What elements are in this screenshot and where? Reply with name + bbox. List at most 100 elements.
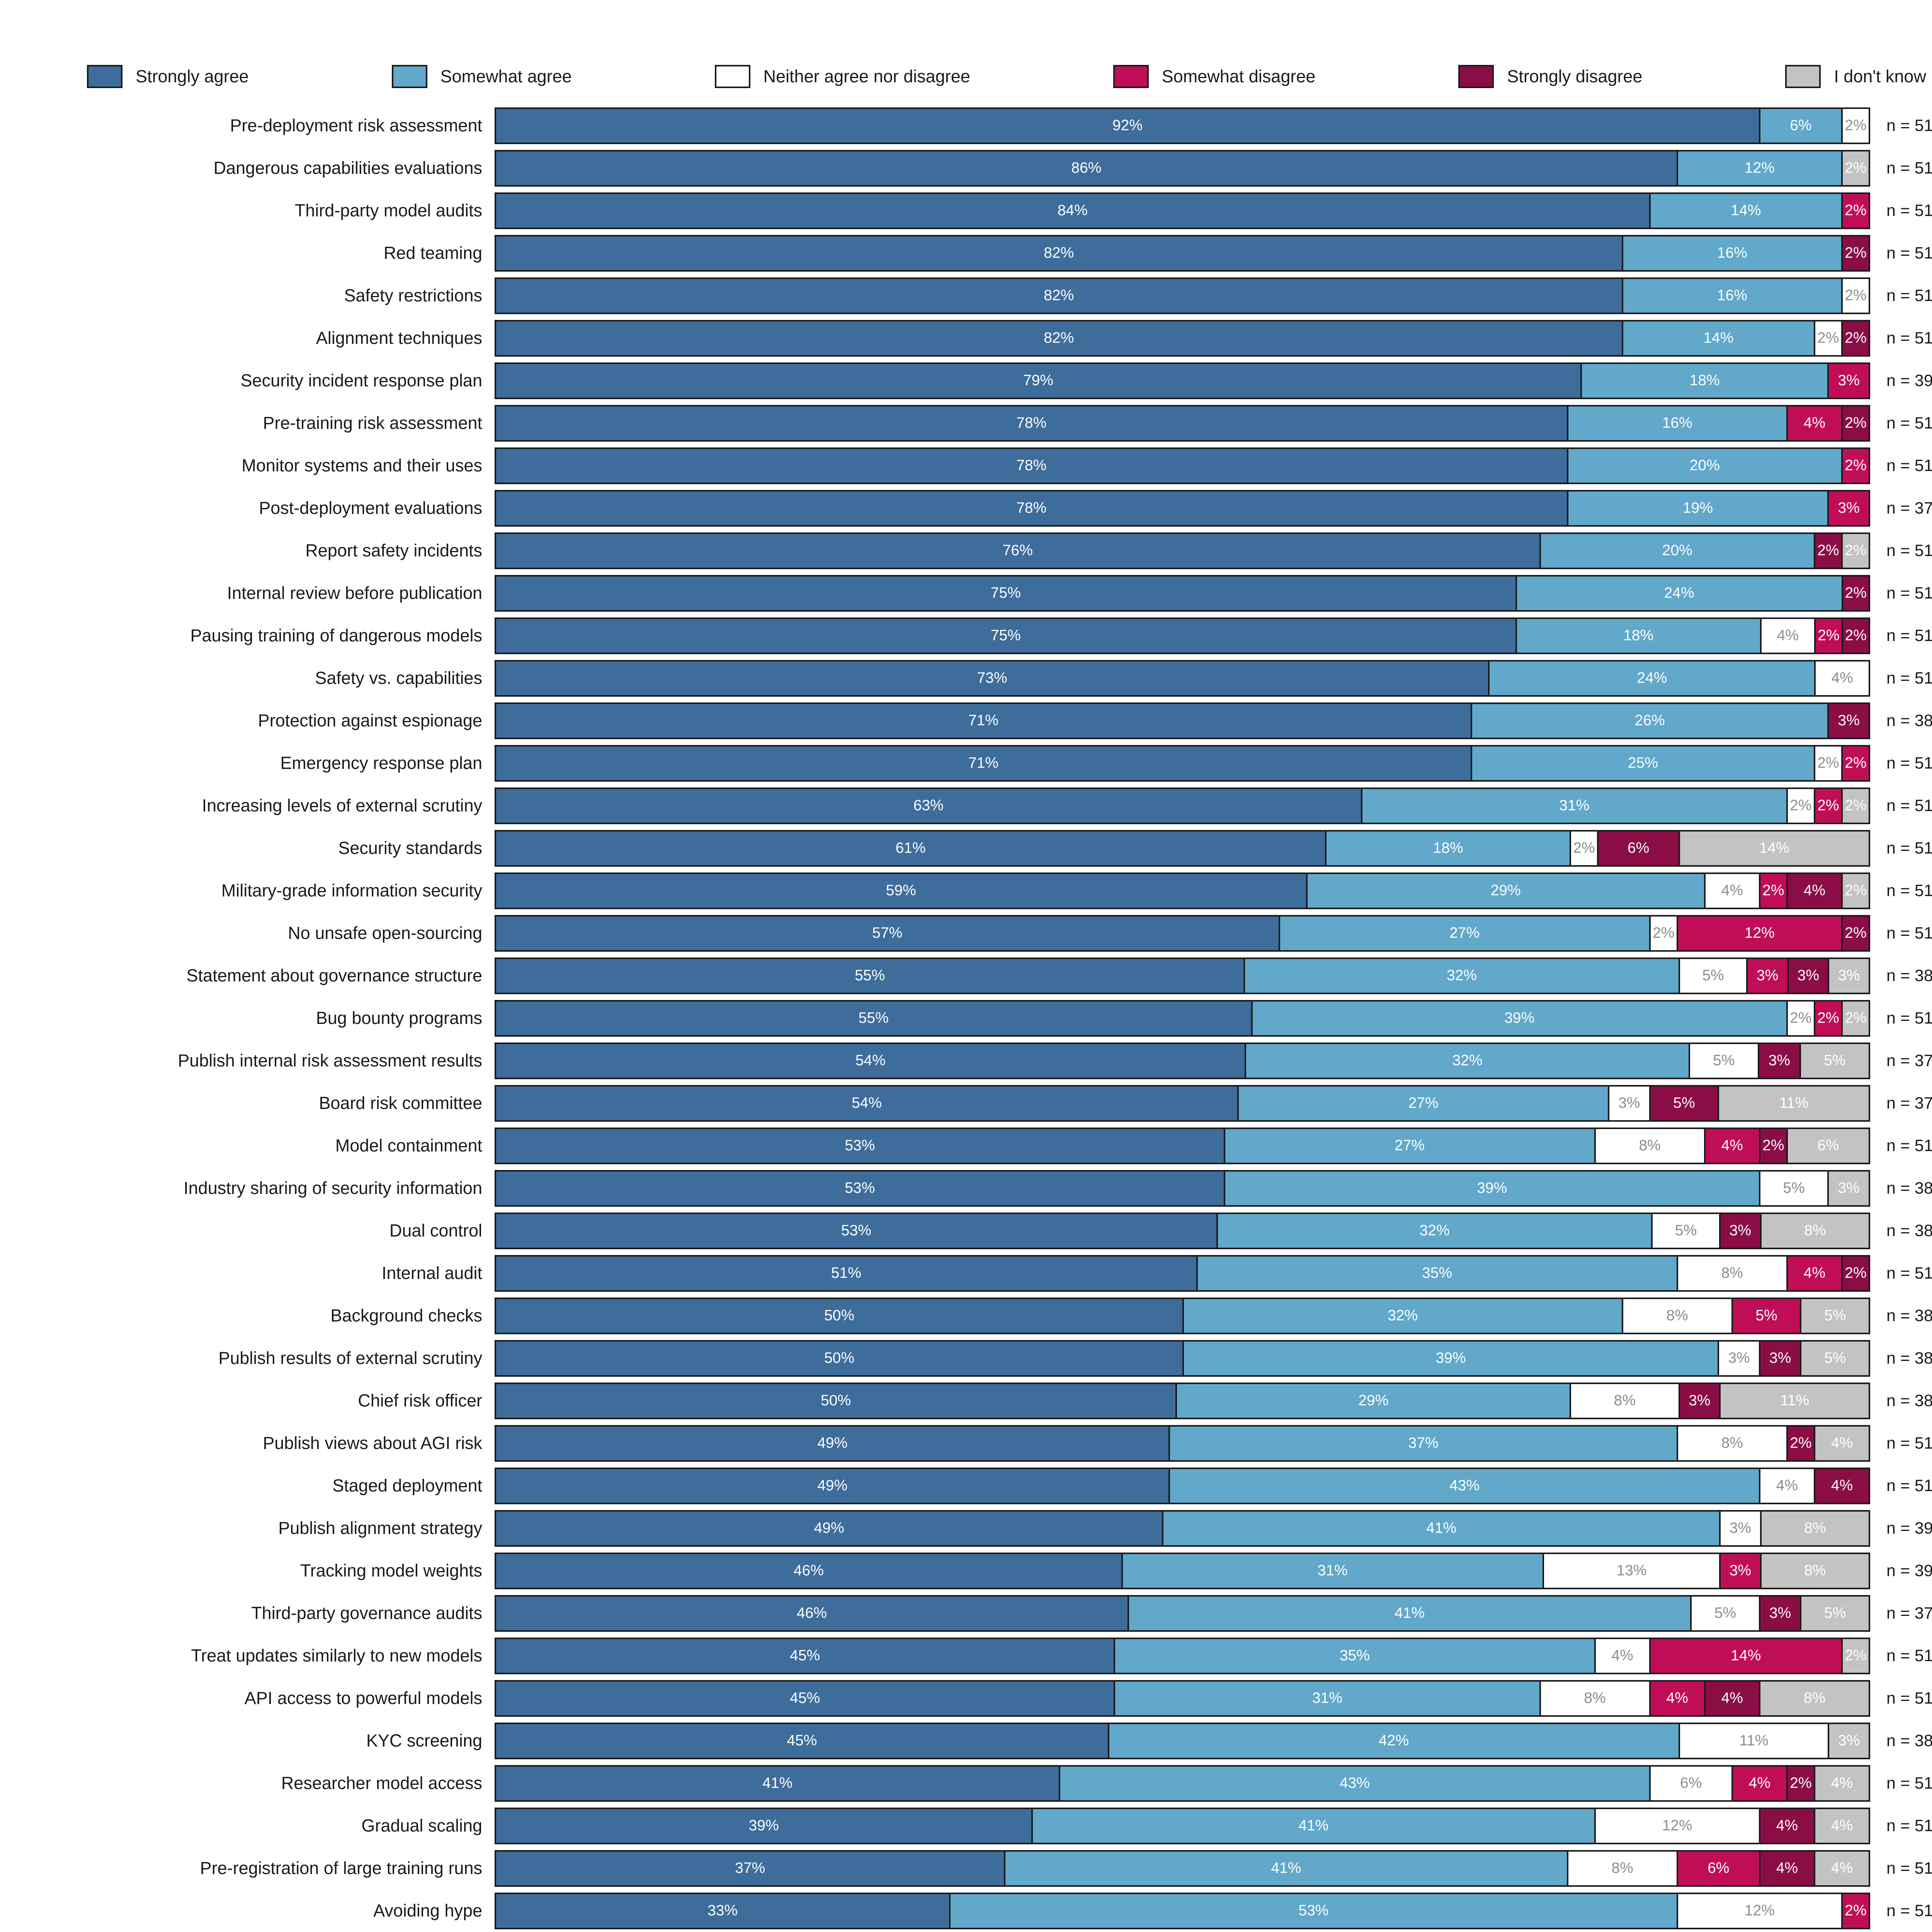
segment-value-label: 19% <box>1682 500 1713 516</box>
bar-segment-strongly_disagree: 4% <box>1786 874 1841 908</box>
bar-segment-strongly_agree: 86% <box>496 151 1677 185</box>
bar-row: Pre-deployment risk assessment 92% 6% 2% n =… <box>0 104 1932 147</box>
row-sample-size: n = 38 <box>1886 1391 1932 1410</box>
bar-segment-strongly_disagree: 3% <box>1678 1384 1719 1418</box>
bar-segment-somewhat_disagree: 5% <box>1731 1299 1800 1333</box>
bar-segment-somewhat_disagree: 14% <box>1649 1639 1841 1673</box>
segment-value-label: 4% <box>1611 1647 1633 1664</box>
segment-value-label: 5% <box>1755 1307 1777 1324</box>
segment-value-label: 14% <box>1703 330 1734 346</box>
bar-row: Gradual scaling 39% 41% 12% 4% 4% n = 51 <box>0 1804 1932 1847</box>
row-sample-size: n = 51 <box>1886 668 1932 687</box>
bar-segment-strongly_agree: 59% <box>496 874 1306 908</box>
bar-segment-strongly_agree: 53% <box>496 1171 1224 1205</box>
row-label: Staged deployment <box>332 1476 482 1496</box>
row-label: Internal audit <box>381 1263 482 1283</box>
segment-value-label: 4% <box>1831 1435 1853 1451</box>
segment-value-label: 2% <box>1845 202 1867 219</box>
row-label: Safety vs. capabilities <box>315 668 482 688</box>
segment-value-label: 37% <box>1408 1435 1439 1451</box>
bar-segment-neither: 8% <box>1570 1384 1679 1418</box>
row-sample-size: n = 51 <box>1886 1476 1932 1495</box>
bar-segment-strongly_disagree: 2% <box>1786 1766 1814 1800</box>
row-label: Emergency response plan <box>280 753 482 773</box>
bar-segment-dont_know: 5% <box>1800 1596 1869 1630</box>
row-sample-size: n = 51 <box>1886 881 1932 900</box>
stacked-bar: 54% 27% 3% 5% 11% <box>495 1085 1870 1122</box>
bar-segment-strongly_agree: 54% <box>496 1044 1245 1078</box>
row-label: Researcher model access <box>281 1773 482 1793</box>
bar-segment-neither: 5% <box>1690 1596 1759 1630</box>
stacked-bar: 92% 6% 2% <box>495 107 1870 144</box>
bar-segment-somewhat_agree: 6% <box>1759 109 1841 143</box>
segment-value-label: 86% <box>1071 160 1102 176</box>
row-sample-size: n = 38 <box>1886 1349 1932 1367</box>
bar-segment-somewhat_disagree: 2% <box>1813 1001 1841 1035</box>
bar-row: Pre-registration of large training runs 3… <box>0 1847 1932 1889</box>
bar-segment-somewhat_disagree: 2% <box>1813 789 1841 823</box>
bar-row: Safety restrictions 82% 16% 2% n = 51 <box>0 274 1932 317</box>
bar-segment-dont_know: 8% <box>1760 1214 1869 1248</box>
segment-value-label: 41% <box>1298 1817 1329 1834</box>
row-label: Military-grade information security <box>221 881 482 901</box>
bar-segment-dont_know: 5% <box>1799 1044 1869 1078</box>
segment-value-label: 42% <box>1379 1732 1409 1749</box>
segment-value-label: 53% <box>1298 1902 1329 1919</box>
bar-segment-somewhat_agree: 27% <box>1278 916 1649 950</box>
segment-value-label: 41% <box>762 1775 793 1791</box>
segment-value-label: 2% <box>1762 1137 1784 1154</box>
segment-value-label: 3% <box>1838 500 1860 516</box>
bar-row: API access to powerful models 45% 31% 8% 4% 4… <box>0 1677 1932 1719</box>
row-label: Tracking model weights <box>300 1561 482 1581</box>
bar-segment-somewhat_disagree: 4% <box>1786 1256 1841 1290</box>
bar-segment-strongly_agree: 55% <box>496 1001 1251 1035</box>
bar-segment-strongly_agree: 57% <box>496 916 1279 950</box>
legend-item-somewhat_disagree: Somewhat disagree <box>1113 65 1315 88</box>
segment-value-label: 76% <box>1002 542 1033 559</box>
bar-segment-strongly_agree: 61% <box>496 831 1325 865</box>
legend-swatch-strongly_disagree <box>1458 65 1494 88</box>
bar-segment-neither: 8% <box>1539 1681 1649 1715</box>
row-sample-size: n = 51 <box>1886 456 1932 475</box>
row-sample-size: n = 51 <box>1886 286 1932 305</box>
segment-value-label: 2% <box>1817 755 1839 771</box>
segment-value-label: 75% <box>990 627 1021 644</box>
bar-segment-neither: 8% <box>1676 1256 1786 1290</box>
segment-value-label: 12% <box>1744 160 1775 176</box>
segment-value-label: 2% <box>1845 797 1867 814</box>
segment-value-label: 18% <box>1689 372 1720 389</box>
segment-value-label: 2% <box>1845 117 1867 134</box>
row-label: Gradual scaling <box>361 1816 482 1836</box>
bar-segment-strongly_agree: 75% <box>496 619 1515 653</box>
stacked-bar: 49% 43% 4% 4% <box>495 1467 1870 1504</box>
bar-row: Third-party governance audits 46% 41% 5% 3% 5… <box>0 1592 1932 1634</box>
bar-row: Publish alignment strategy 49% 41% 3% 8% n = … <box>0 1507 1932 1549</box>
bar-segment-strongly_agree: 45% <box>496 1724 1108 1758</box>
legend-item-neither: Neither agree nor disagree <box>714 65 970 88</box>
bar-segment-somewhat_agree: 12% <box>1676 151 1841 185</box>
row-label: Board risk committee <box>319 1093 482 1113</box>
segment-value-label: 5% <box>1702 967 1724 984</box>
bar-segment-strongly_agree: 73% <box>496 661 1488 695</box>
bar-segment-somewhat_agree: 18% <box>1325 831 1570 865</box>
segment-value-label: 2% <box>1845 245 1867 261</box>
bar-segment-somewhat_agree: 32% <box>1216 1214 1651 1248</box>
bar-segment-neither: 2% <box>1649 916 1677 950</box>
bar-segment-neither: 2% <box>1841 279 1869 313</box>
row-label: Monitor systems and their uses <box>242 456 482 476</box>
segment-value-label: 63% <box>913 797 944 814</box>
segment-value-label: 53% <box>845 1137 875 1154</box>
stacked-bar: 78% 16% 4% 2% <box>495 405 1870 442</box>
row-sample-size: n = 38 <box>1886 711 1932 730</box>
row-label: No unsafe open-sourcing <box>288 923 482 943</box>
segment-value-label: 45% <box>790 1647 820 1664</box>
row-label: Bug bounty programs <box>316 1008 482 1028</box>
bar-segment-somewhat_agree: 41% <box>1162 1511 1719 1545</box>
bar-segment-strongly_agree: 41% <box>496 1766 1059 1800</box>
bar-segment-dont_know: 6% <box>1786 1129 1869 1163</box>
segment-value-label: 12% <box>1662 1817 1692 1834</box>
chart-legend: Strongly agree Somewhat agree Neither agre… <box>0 0 1932 88</box>
segment-value-label: 2% <box>1845 457 1867 474</box>
segment-value-label: 20% <box>1662 542 1692 559</box>
stacked-bar: 33% 53% 12% 2% <box>495 1892 1870 1929</box>
